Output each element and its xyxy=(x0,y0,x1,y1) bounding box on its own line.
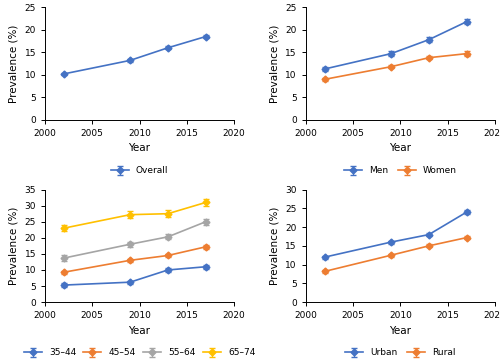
Y-axis label: Prevalence (%): Prevalence (%) xyxy=(270,24,280,103)
Legend: Urban, Rural: Urban, Rural xyxy=(342,345,459,361)
Legend: Overall: Overall xyxy=(107,163,172,179)
X-axis label: Year: Year xyxy=(390,143,411,153)
Legend: Men, Women: Men, Women xyxy=(340,163,460,179)
Y-axis label: Prevalence (%): Prevalence (%) xyxy=(9,24,19,103)
X-axis label: Year: Year xyxy=(390,326,411,336)
X-axis label: Year: Year xyxy=(128,326,150,336)
Y-axis label: Prevalence (%): Prevalence (%) xyxy=(270,207,280,285)
X-axis label: Year: Year xyxy=(128,143,150,153)
Y-axis label: Prevalence (%): Prevalence (%) xyxy=(9,207,19,285)
Legend: 35–44, 45–54, 55–64, 65–74: 35–44, 45–54, 55–64, 65–74 xyxy=(20,345,259,361)
